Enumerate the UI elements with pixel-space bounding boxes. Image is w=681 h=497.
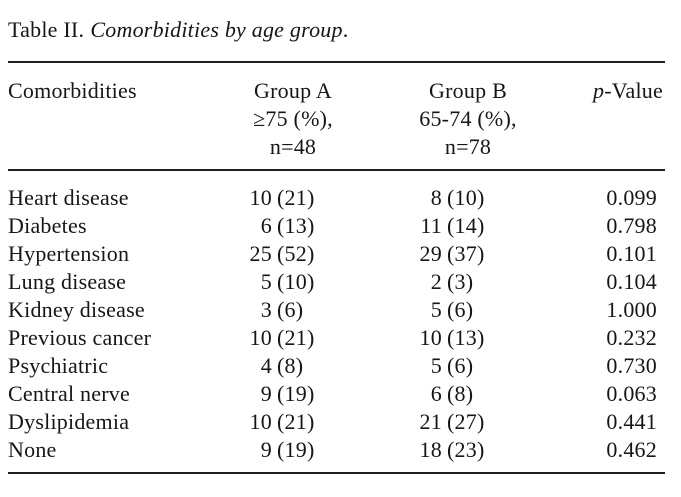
- table-caption-title: Comorbidities by age group: [90, 17, 343, 42]
- group-b-value: 5 (6): [430, 297, 474, 322]
- group-b-value: 10 (13): [419, 325, 485, 350]
- group-b-value: 29 (37): [419, 241, 485, 266]
- table-rule-mid: [8, 169, 665, 171]
- table-caption: Table II. Comorbidities by age group.: [8, 16, 665, 44]
- header-group-b-n: n=78: [444, 134, 492, 159]
- header-p-value-italic-p: p: [593, 78, 605, 103]
- header-comorbidities: Comorbidities: [8, 78, 137, 103]
- header-group-a-n: n=48: [269, 134, 317, 159]
- header-group-b-age: 65-74 (%),: [419, 106, 517, 131]
- comorbidity-label: Central nerve: [8, 381, 130, 406]
- group-a-value: 10 (21): [249, 185, 315, 210]
- comorbidity-label: Hypertension: [8, 241, 130, 266]
- group-b-value: 8 (10): [430, 185, 485, 210]
- group-b-value: 11 (14): [420, 213, 485, 238]
- header-group-b: Group B 65-74 (%), n=78: [353, 77, 583, 161]
- table-body: Heart disease 10 (21) 8 (10) 0.099 Diabete…: [8, 184, 665, 464]
- header-group-a: Group A ≥75 (%), n=48: [233, 77, 353, 161]
- header-group-b-name: Group B: [429, 78, 507, 103]
- header-group-a-age: ≥75 (%),: [253, 106, 333, 131]
- group-a-value: 10 (21): [249, 325, 315, 350]
- p-value: 0.104: [606, 269, 657, 294]
- header-group-a-name: Group A: [254, 78, 332, 103]
- comorbidity-label: Lung disease: [8, 269, 127, 294]
- p-value: 0.099: [606, 185, 657, 210]
- group-a-value: 4 (8): [260, 353, 304, 378]
- p-value: 0.063: [606, 381, 657, 406]
- comorbidity-label: Diabetes: [8, 213, 87, 238]
- comorbidity-label: Psychiatric: [8, 353, 109, 378]
- table-header: Comorbidities Group A ≥75 (%), n=48 Grou…: [8, 77, 665, 161]
- group-b-value: 6 (8): [430, 381, 474, 406]
- table-rule-top: [8, 61, 665, 63]
- group-b-value: 5 (6): [430, 353, 474, 378]
- group-a-value: 25 (52): [249, 241, 315, 266]
- comorbidity-label: Dyslipidemia: [8, 409, 130, 434]
- header-p-value: p-Value: [583, 77, 665, 161]
- p-value: 0.441: [606, 409, 657, 434]
- group-a-value: 10 (21): [249, 409, 315, 434]
- group-b-value: 18 (23): [419, 437, 485, 462]
- p-value: 0.462: [606, 437, 657, 462]
- table-caption-period: .: [342, 17, 349, 42]
- group-b-value: 21 (27): [419, 409, 485, 434]
- table-rule-bottom: [8, 472, 665, 474]
- p-value: 0.730: [606, 353, 657, 378]
- group-a-value: 6 (13): [260, 213, 315, 238]
- comorbidity-label: Previous cancer: [8, 325, 152, 350]
- comorbidity-label: None: [8, 437, 57, 462]
- comorbidity-label: Kidney disease: [8, 297, 145, 322]
- group-a-value: 9 (19): [260, 437, 315, 462]
- p-value: 0.798: [606, 213, 657, 238]
- p-value: 1.000: [606, 297, 657, 322]
- header-p-value-rest: -Value: [604, 78, 663, 103]
- group-a-value: 5 (10): [260, 269, 315, 294]
- group-a-value: 9 (19): [260, 381, 315, 406]
- p-value: 0.232: [606, 325, 657, 350]
- table-caption-number: Table II.: [8, 17, 85, 42]
- group-b-value: 2 (3): [430, 269, 474, 294]
- comorbidity-label: Heart disease: [8, 185, 129, 210]
- p-value: 0.101: [606, 241, 657, 266]
- group-a-value: 3 (6): [260, 297, 304, 322]
